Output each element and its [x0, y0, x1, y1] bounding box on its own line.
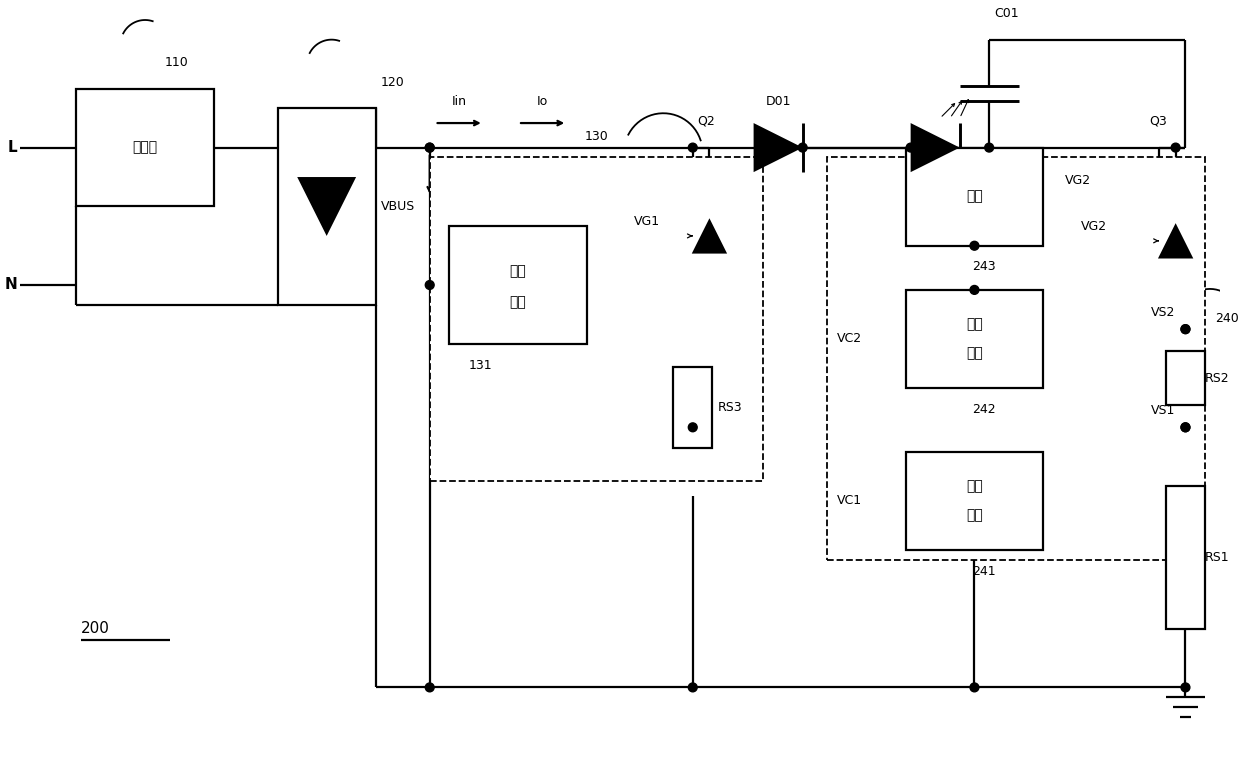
Text: Ib: Ib — [444, 170, 456, 183]
Text: VS2: VS2 — [1151, 307, 1176, 320]
Text: 控制: 控制 — [966, 508, 983, 523]
Text: Q3: Q3 — [1149, 115, 1167, 128]
Text: 200: 200 — [82, 621, 110, 636]
Text: Io: Io — [537, 95, 548, 108]
Text: RS2: RS2 — [1205, 371, 1230, 385]
Text: VG1: VG1 — [634, 215, 661, 228]
Bar — [278, 108, 376, 304]
Text: RS1: RS1 — [1205, 551, 1230, 564]
Bar — [77, 89, 213, 206]
Bar — [1166, 352, 1205, 405]
Circle shape — [906, 143, 915, 152]
Circle shape — [985, 143, 993, 152]
Circle shape — [1180, 683, 1190, 692]
Circle shape — [688, 423, 697, 431]
Text: 泄放: 泄放 — [510, 264, 527, 278]
Bar — [905, 148, 1043, 246]
Circle shape — [425, 143, 434, 152]
Text: LED: LED — [923, 192, 947, 205]
Polygon shape — [754, 123, 802, 172]
Text: VBUS: VBUS — [381, 200, 415, 213]
Text: Iin: Iin — [451, 95, 466, 108]
Text: 120: 120 — [381, 75, 404, 89]
Text: RS3: RS3 — [717, 401, 742, 414]
Circle shape — [425, 281, 434, 289]
Circle shape — [799, 143, 807, 152]
Circle shape — [1180, 325, 1190, 333]
Text: 调光器: 调光器 — [133, 141, 157, 154]
Circle shape — [425, 683, 434, 692]
Text: 控制: 控制 — [510, 296, 527, 310]
Bar — [673, 368, 712, 448]
Text: 110: 110 — [165, 56, 188, 69]
Text: VG2: VG2 — [1064, 174, 1090, 187]
Polygon shape — [692, 218, 727, 253]
Bar — [1166, 486, 1205, 629]
Text: 243: 243 — [972, 260, 996, 273]
Bar — [430, 158, 764, 481]
Text: 开环: 开环 — [966, 317, 983, 331]
Text: 131: 131 — [469, 358, 492, 371]
Polygon shape — [1158, 223, 1193, 259]
Circle shape — [970, 285, 978, 295]
Bar — [827, 158, 1205, 560]
Polygon shape — [910, 123, 960, 172]
Text: C01: C01 — [994, 7, 1019, 20]
Text: 选择: 选择 — [966, 189, 983, 204]
Circle shape — [970, 683, 978, 692]
Text: VG2: VG2 — [1081, 220, 1107, 233]
Circle shape — [1180, 423, 1190, 431]
Text: D01: D01 — [765, 95, 791, 108]
Bar — [905, 290, 1043, 388]
Text: 241: 241 — [972, 565, 996, 578]
Text: 240: 240 — [1215, 312, 1239, 325]
Bar — [449, 226, 587, 344]
Circle shape — [425, 143, 434, 152]
Circle shape — [688, 143, 697, 152]
Text: 242: 242 — [972, 403, 996, 416]
Text: VC2: VC2 — [837, 333, 862, 345]
Bar — [905, 452, 1043, 550]
Polygon shape — [298, 177, 356, 236]
Text: 130: 130 — [585, 129, 609, 142]
Text: L: L — [7, 140, 17, 155]
Text: Q2: Q2 — [698, 115, 715, 128]
Text: VC1: VC1 — [837, 495, 862, 508]
Circle shape — [1172, 143, 1180, 152]
Text: 控制: 控制 — [966, 347, 983, 361]
Circle shape — [1180, 325, 1190, 333]
Text: VS1: VS1 — [1151, 405, 1176, 418]
Circle shape — [1180, 423, 1190, 431]
Text: N: N — [5, 278, 17, 292]
Circle shape — [970, 241, 978, 250]
Text: 闭环: 闭环 — [966, 479, 983, 493]
Circle shape — [688, 683, 697, 692]
